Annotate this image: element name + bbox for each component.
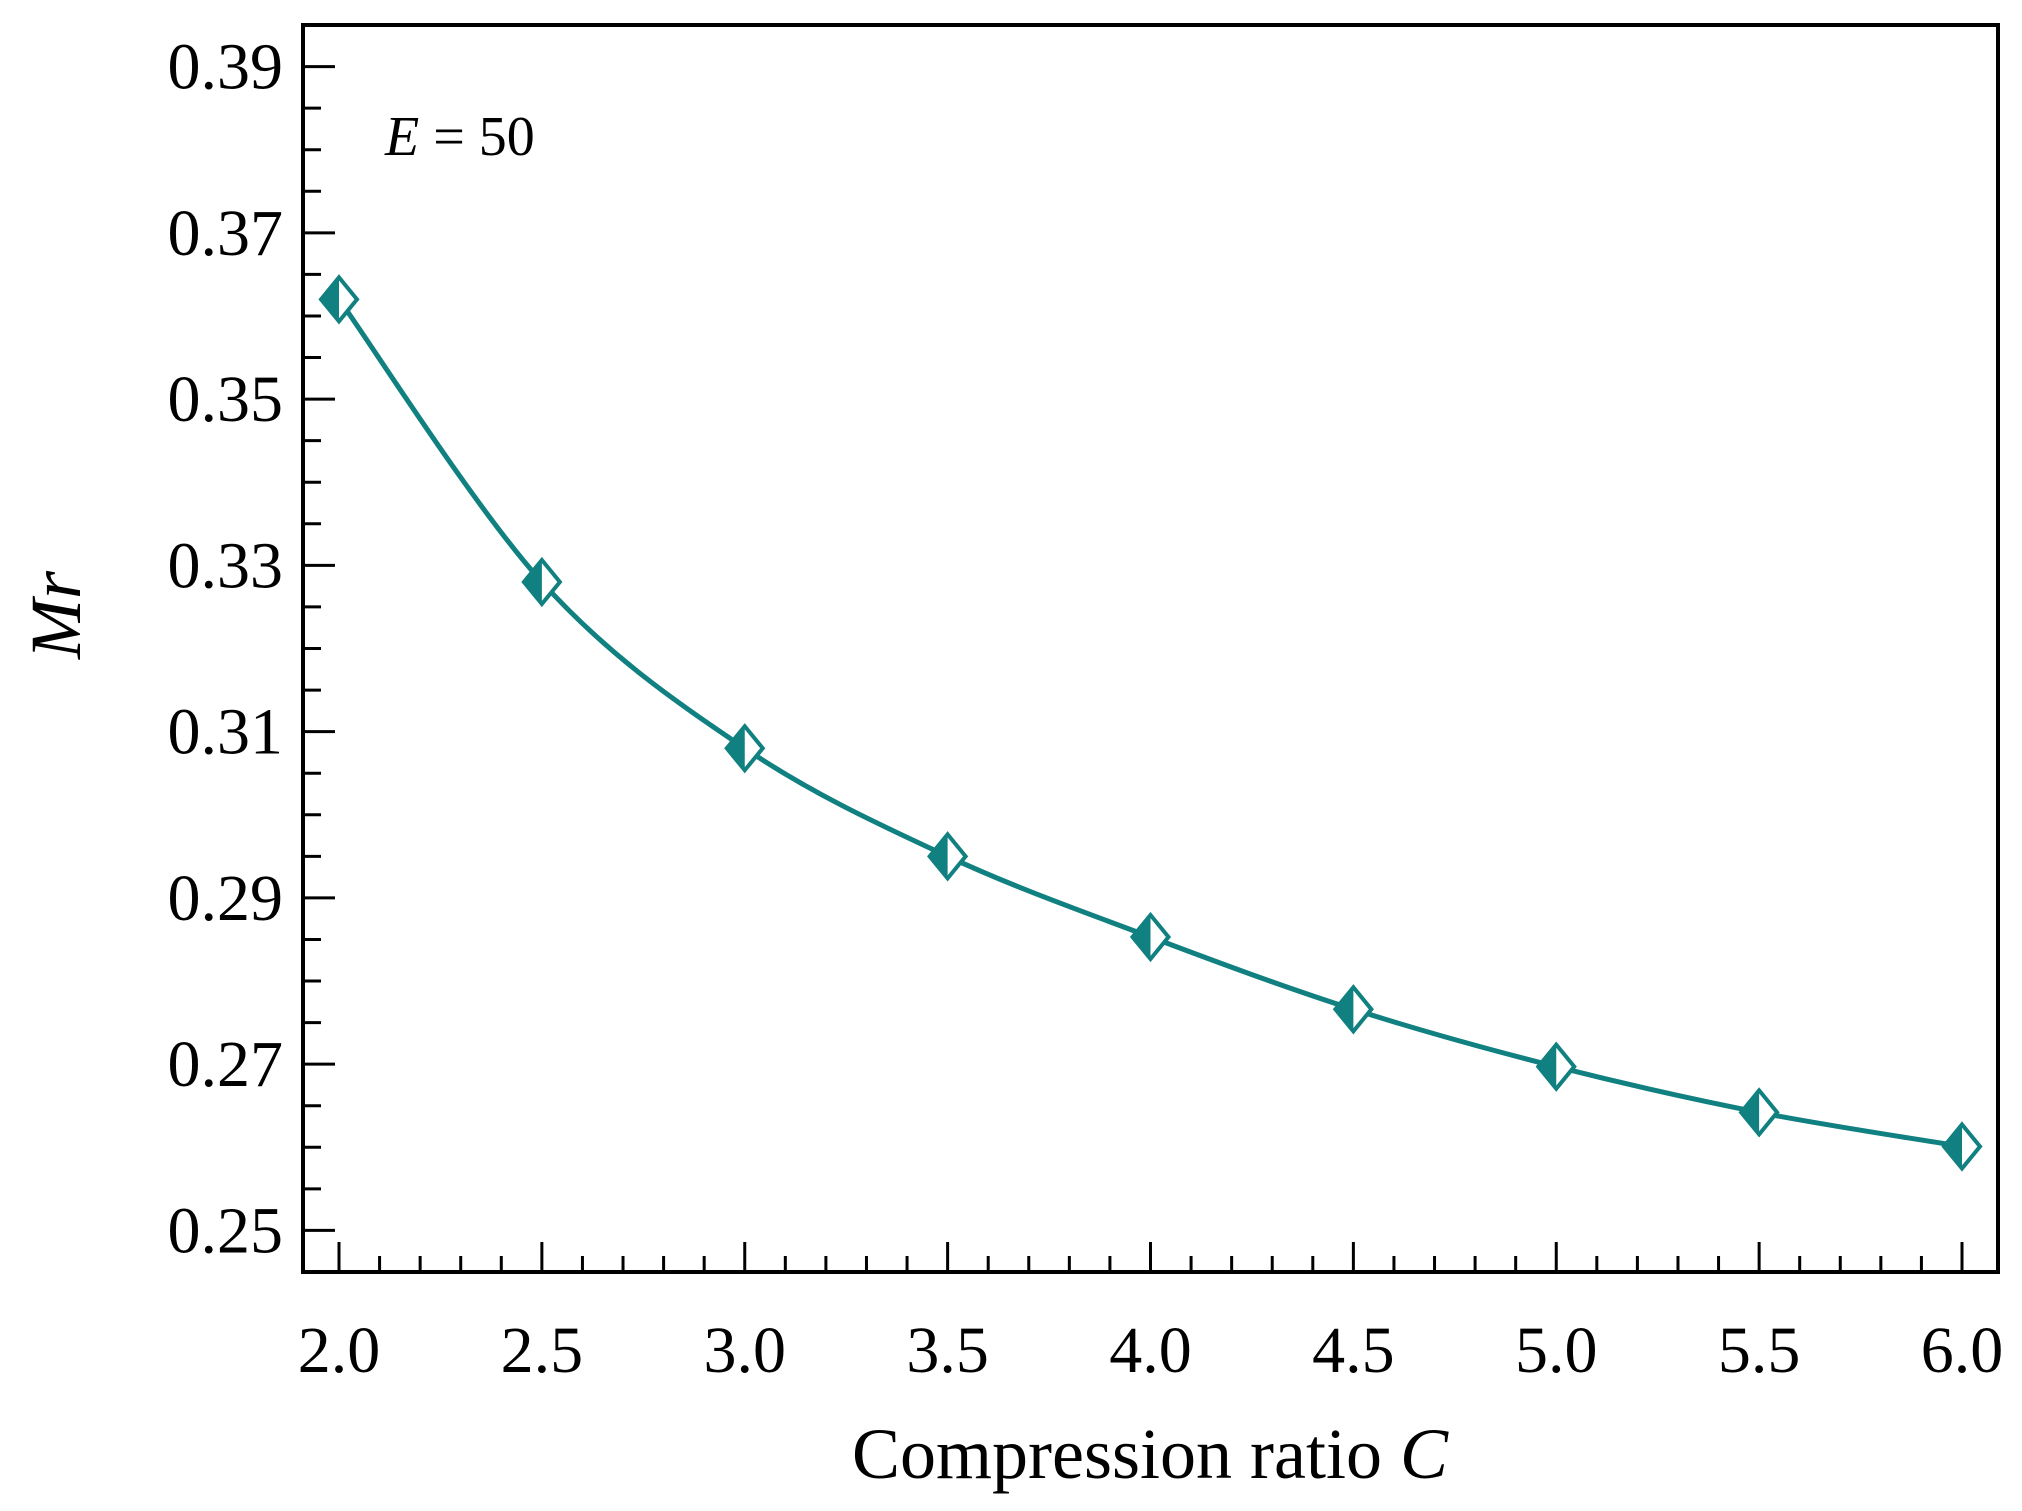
- x-tick-label: 4.0: [1109, 1314, 1192, 1387]
- y-axis-label: Mr: [16, 570, 96, 660]
- marker-fill: [1741, 1090, 1760, 1135]
- x-tick-label: 5.5: [1718, 1314, 1801, 1387]
- y-tick-label: 0.37: [168, 197, 284, 270]
- marker-outline: [1738, 1087, 1780, 1138]
- x-tick-label: 3.5: [906, 1314, 989, 1387]
- marker-fill: [726, 726, 745, 771]
- x-tick-label: 2.5: [501, 1314, 584, 1387]
- y-tick-label: 0.31: [168, 696, 284, 769]
- y-tick-label: 0.33: [168, 529, 284, 602]
- x-tick-label: 3.0: [704, 1314, 787, 1387]
- marker-outline: [1129, 911, 1172, 963]
- marker-fill: [1335, 987, 1354, 1032]
- data-point-3: [724, 723, 766, 774]
- x-axis-label-symbol: C: [1400, 1414, 1449, 1494]
- data-point-8: [1738, 1087, 1780, 1138]
- data-point-5: [1129, 911, 1172, 963]
- annotation-symbol: E: [384, 106, 419, 168]
- x-tick-label: 4.5: [1312, 1314, 1395, 1387]
- x-tick-label: 2.0: [298, 1314, 381, 1387]
- marker-fill: [321, 277, 339, 322]
- x-tick-label: 5.0: [1515, 1314, 1598, 1387]
- y-tick-label: 0.27: [168, 1028, 284, 1101]
- marker-outline: [521, 556, 563, 608]
- y-tick-label: 0.39: [168, 31, 284, 104]
- series-line-mr: [336, 297, 1963, 1149]
- annotation-value: = 50: [419, 106, 535, 168]
- marker-fill: [1132, 914, 1151, 959]
- data-point-9: [1941, 1121, 1983, 1172]
- x-axis-label-text: Compression ratio: [852, 1414, 1382, 1494]
- marker-fill: [1944, 1124, 1962, 1169]
- x-tick-label: 6.0: [1921, 1314, 2004, 1387]
- marker-outline: [724, 723, 766, 774]
- y-tick-label: 0.29: [168, 862, 284, 935]
- marker-outline: [927, 831, 969, 882]
- marker-outline: [1332, 984, 1374, 1035]
- x-axis-label: Compression ratio C: [852, 1414, 1449, 1494]
- data-point-7: [1535, 1041, 1577, 1092]
- data-point-2: [521, 556, 563, 608]
- marker-fill: [523, 559, 542, 604]
- data-point-6: [1332, 984, 1374, 1035]
- marker-outline: [1941, 1121, 1983, 1172]
- annotation-e-value: E = 50: [384, 106, 535, 168]
- marker-fill: [1538, 1044, 1557, 1089]
- marker-outline: [1535, 1041, 1577, 1092]
- plot-frame: [301, 23, 2000, 1274]
- marker-outline: [318, 274, 360, 325]
- data-point-1: [318, 274, 360, 325]
- marker-fill: [929, 834, 948, 879]
- y-tick-label: 0.35: [168, 363, 284, 436]
- y-tick-label: 0.25: [168, 1194, 284, 1267]
- data-point-4: [927, 831, 969, 882]
